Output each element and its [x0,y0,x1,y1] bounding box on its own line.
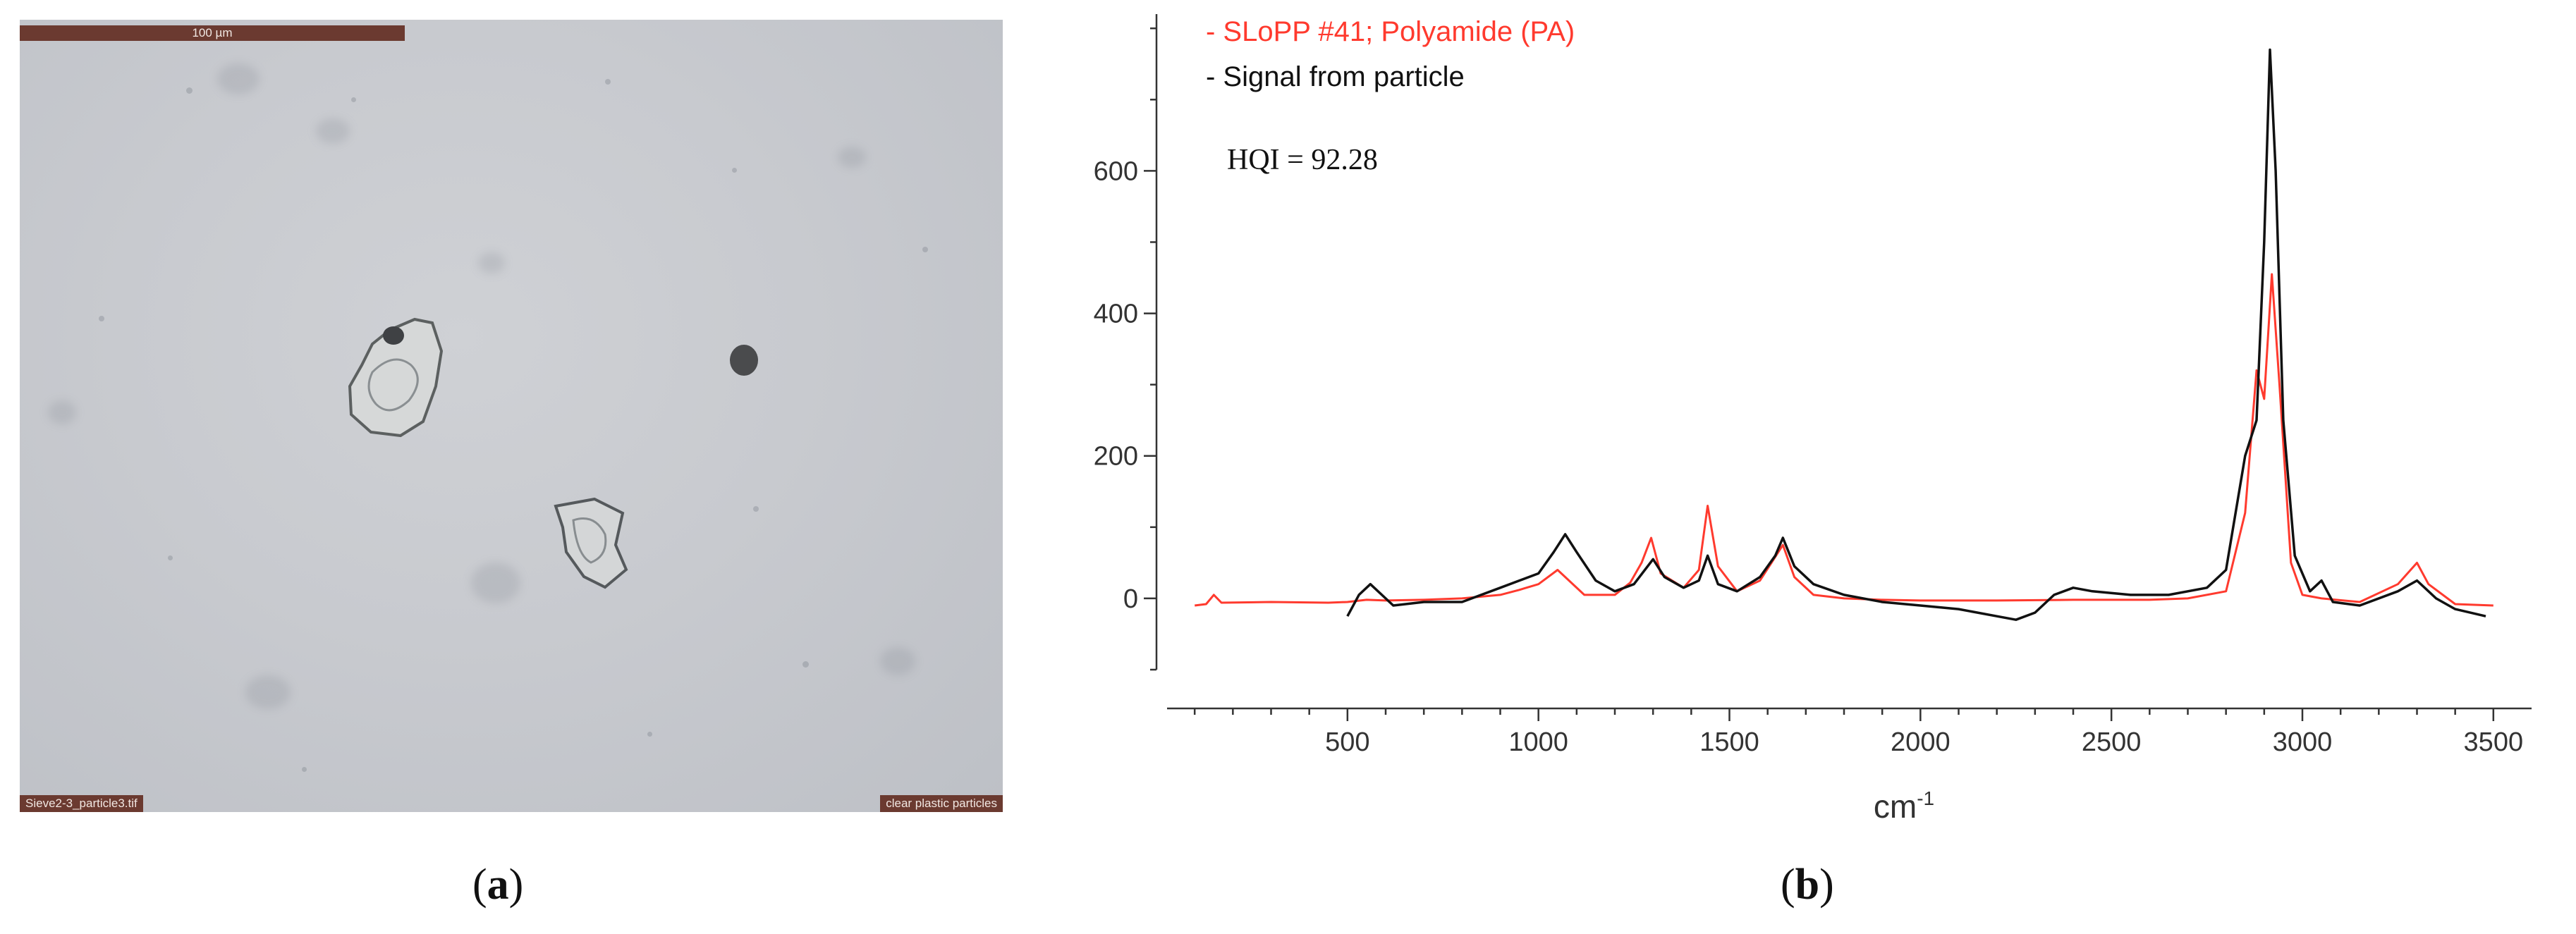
scale-bar: 100 µm [20,25,405,41]
x-tick-label: 500 [1325,727,1369,757]
filename-tag: Sieve2-3_particle3.tif [20,795,143,812]
caption-tag: clear plastic particles [880,795,1003,812]
chart-series-layer [1195,48,2493,621]
chart-legend: - SLoPP #41; Polyamide (PA) - Signal fro… [1206,16,1575,92]
x-axis-label-superscript: -1 [1917,787,1934,809]
series-line-reference [1195,273,2493,607]
legend-entry-particle: - Signal from particle [1206,61,1465,92]
x-tick-label: 1000 [1508,727,1568,757]
scale-bar-label: 100 µm [192,26,233,39]
x-tick-label: 3000 [2273,727,2333,757]
panel-label-a-letter: a [487,861,509,909]
x-tick-label: 3500 [2464,727,2524,757]
x-axis-label: cm-1 [1874,787,1934,825]
legend-entry-reference: - SLoPP #41; Polyamide (PA) [1206,16,1575,47]
panel-label-b-letter: b [1795,861,1820,909]
panel-label-a: (a) [472,861,524,909]
panel-label-b: (b) [1781,861,1834,909]
particles-drawing [348,317,758,589]
x-tick-label: 2000 [1891,727,1951,757]
y-tick-label: 600 [1094,156,1138,186]
chart-axes: 0 200 400 600 500 1000 1500 2000 2500 3000 3500 [1094,14,2532,757]
y-tick-label: 400 [1094,300,1138,329]
hqi-annotation: HQI = 92.28 [1227,144,1378,176]
series-line-particle [1346,48,2486,621]
x-tick-label: 2500 [2082,727,2142,757]
x-tick-label: 1500 [1699,727,1759,757]
y-tick-label: 200 [1094,442,1138,472]
y-tick-label: 0 [1123,584,1138,614]
spectrum-chart: 0 200 400 600 500 1000 1500 2000 2500 3000 3500 - … [1094,14,2532,825]
micrograph-image: 100 µm Sieve2-3_particle3.tif clear plas… [20,20,1003,812]
